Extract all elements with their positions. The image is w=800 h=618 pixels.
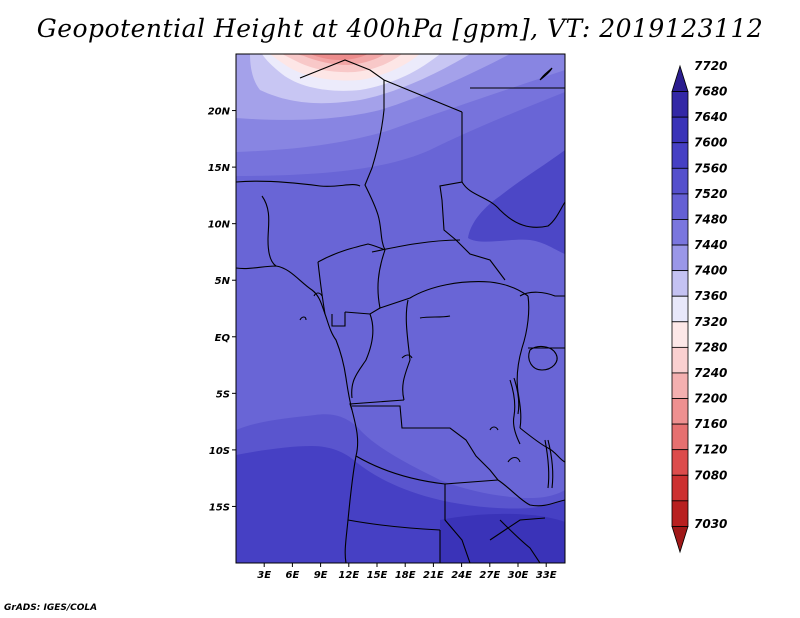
colorbar-label: 7720 — [694, 59, 727, 73]
colorbar-segment — [671, 321, 689, 348]
band-7640-southeast — [440, 513, 565, 563]
y-tick-label: 15S — [209, 502, 230, 513]
band-7600-northeast — [468, 150, 565, 254]
colorbar-label: 7400 — [694, 264, 727, 278]
x-tick-label: 18E — [395, 570, 416, 581]
colorbar-segment — [671, 295, 689, 323]
colorbar-label: 7200 — [694, 392, 727, 406]
y-tick-label: 20N — [208, 107, 231, 118]
map-title: Geopotential Height at 400hPa [gpm], VT:… — [36, 14, 764, 43]
y-tick-label: 5S — [216, 389, 230, 400]
colorbar-label: 7520 — [694, 187, 727, 201]
x-tick-label: 33E — [536, 570, 557, 581]
colorbar-segment — [671, 270, 689, 297]
x-tick-label: 21E — [423, 570, 444, 581]
colorbar-label: 7030 — [694, 517, 727, 531]
colorbar-label: 7320 — [694, 315, 727, 329]
y-tick-label: 10S — [209, 446, 230, 457]
colorbar-label: 7160 — [694, 417, 727, 431]
colorbar-label: 7080 — [694, 468, 727, 482]
colorbar-label: 7560 — [694, 161, 727, 175]
x-tick-label: 3E — [257, 570, 271, 581]
colorbar-label: 7440 — [694, 238, 727, 252]
colorbar-segment — [671, 244, 689, 272]
colorbar-segment — [671, 449, 689, 476]
y-tick-label: EQ — [215, 333, 231, 344]
colorbar-segment — [671, 474, 689, 502]
country-borders — [236, 59, 565, 563]
colorbar-segment — [671, 116, 689, 144]
colorbar-segment — [671, 398, 689, 425]
colorbar-label: 7600 — [694, 136, 727, 150]
colorbar-segment — [671, 142, 689, 169]
y-tick-label: 5N — [215, 276, 231, 287]
x-tick-label: 12E — [338, 570, 359, 581]
colorbar-label: 7480 — [694, 212, 727, 226]
colorbar-label: 7280 — [694, 340, 727, 354]
y-tick-label: 15N — [208, 163, 231, 174]
colorbar-segment — [671, 500, 689, 527]
x-tick-label: 9E — [314, 570, 328, 581]
x-tick-label: 27E — [479, 570, 500, 581]
colorbar-label: 7240 — [694, 366, 727, 380]
colorbar-segment — [671, 219, 689, 246]
x-axis: 3E 6E 9E 12E 15E 18E 21E 24E 27E 30E 33E — [257, 563, 557, 581]
x-tick-label: 6E — [286, 570, 300, 581]
colorbar-segment — [671, 64, 689, 92]
colorbar-segment — [671, 193, 689, 220]
colorbar-segment — [671, 526, 689, 554]
colorbar-segment — [671, 167, 689, 195]
y-tick-label: 10N — [208, 220, 231, 231]
map-panel — [236, 54, 565, 563]
grads-credit: GrADS: IGES/COLA — [4, 603, 98, 613]
colorbar-segment — [671, 372, 689, 399]
colorbar-segment — [671, 423, 689, 451]
map-frame — [235, 53, 566, 564]
x-tick-label: 24E — [451, 570, 472, 581]
colorbar: 7720 7680 7640 7600 7560 7520 7480 7440 7400 7360… — [671, 59, 727, 554]
colorbar-label: 7640 — [694, 110, 727, 124]
colorbar-label: 7360 — [694, 289, 727, 303]
colorbar-segment — [671, 346, 689, 374]
colorbar-label: 7120 — [694, 443, 727, 457]
x-tick-label: 15E — [367, 570, 388, 581]
y-axis: 20N 15N 10N 5N EQ 5S 10S 15S — [208, 107, 236, 513]
band-7200 — [310, 54, 368, 60]
x-tick-label: 30E — [508, 570, 529, 581]
colorbar-segment — [671, 91, 689, 118]
colorbar-label: 7680 — [694, 85, 727, 99]
